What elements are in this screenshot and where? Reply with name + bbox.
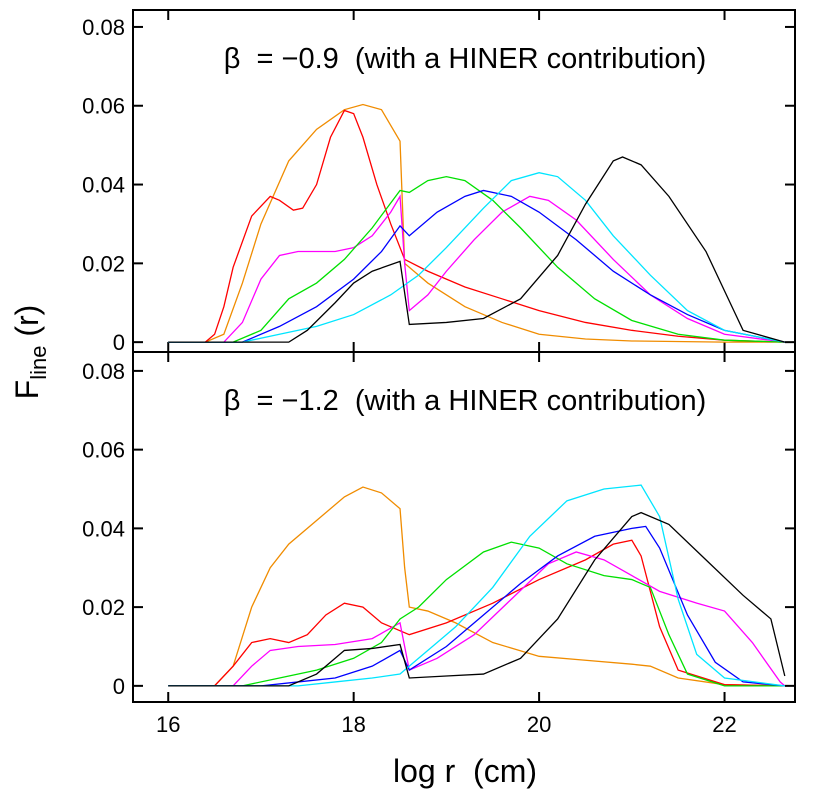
x-axis-label: log r (cm) [393,753,537,789]
y-tick-label: 0.04 [82,173,125,198]
data-line [168,194,785,343]
y-label-rest: (r) [9,305,45,346]
y-tick-label: 0 [113,330,125,355]
y-tick-label: 0.08 [82,15,125,40]
data-line [168,176,785,343]
data-line [168,189,785,343]
data-line [168,551,786,687]
annotation: β = −0.9 (with a HINER contribution) [224,43,707,75]
data-line [168,484,785,687]
y-tick-label: 0.04 [82,516,125,541]
data-line [168,103,785,343]
x-tick-label: 20 [527,712,551,737]
data-line [168,525,785,687]
x-tick-label: 18 [341,712,365,737]
data-line [168,539,785,687]
y-label-sub: line [26,346,51,380]
y-label-main: F [9,380,45,400]
y-tick-label: 0.02 [82,251,125,276]
y-tick-label: 0.08 [82,359,125,384]
annotation: β = −1.2 (with a HINER contribution) [224,385,707,417]
data-line [168,511,786,687]
x-tick-label: 22 [712,712,736,737]
y-tick-label: 0.02 [82,595,125,620]
data-line [168,541,785,687]
data-line [168,486,785,687]
plot-frame [132,351,796,703]
y-axis-label: Fline (r) [9,305,51,400]
data-line [168,156,785,343]
y-tick-label: 0.06 [82,438,125,463]
x-tick-label: 16 [156,712,180,737]
y-tick-label: 0 [113,674,125,699]
y-tick-label: 0.06 [82,94,125,119]
data-line [168,109,785,343]
